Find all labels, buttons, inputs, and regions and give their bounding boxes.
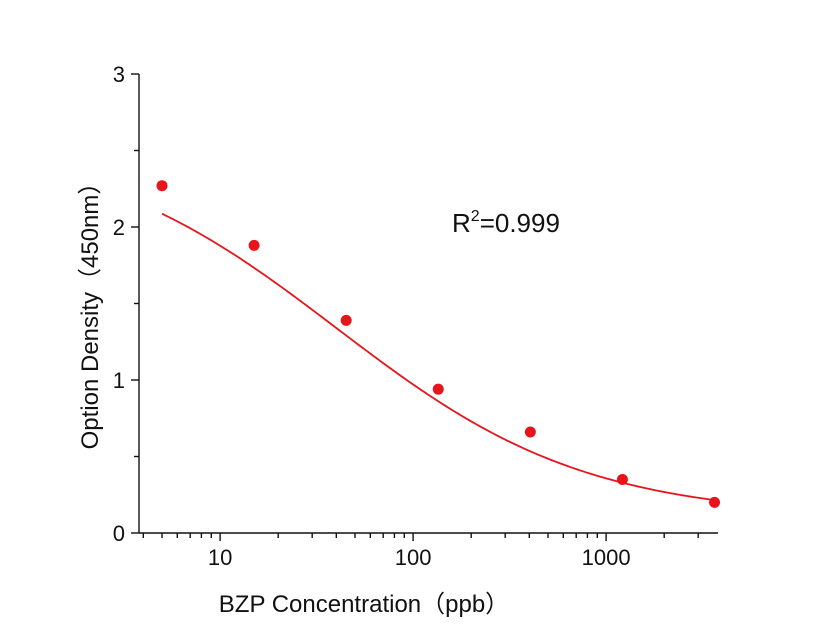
data-point <box>524 426 536 438</box>
x-tick-label: 1000 <box>582 545 631 570</box>
r2-superscript: 2 <box>471 208 480 225</box>
r2-value: =0.999 <box>480 208 560 238</box>
y-axis-title: Option Density（450nm） <box>77 171 104 450</box>
y-tick-label: 2 <box>113 215 125 240</box>
data-point <box>340 314 352 326</box>
data-point <box>248 239 260 251</box>
r-squared-annotation: R2=0.999 <box>452 208 560 238</box>
y-tick-label: 1 <box>113 368 125 393</box>
y-tick-label: 3 <box>113 62 125 87</box>
data-point <box>156 180 168 192</box>
tick-labels: 0 1 2 3 10 100 1000 <box>113 62 631 570</box>
data-point <box>709 496 721 508</box>
x-tick-label: 100 <box>395 545 432 570</box>
axes <box>138 74 718 534</box>
data-points <box>156 180 721 508</box>
data-point <box>616 473 628 485</box>
y-tick-label: 0 <box>113 521 125 546</box>
x-axis-title: BZP Concentration（ppb） <box>219 591 509 618</box>
x-tick-label: 10 <box>208 545 232 570</box>
ticks <box>131 73 699 541</box>
r2-base: R <box>452 208 471 238</box>
fit-curve <box>161 212 715 501</box>
data-point <box>432 383 444 395</box>
